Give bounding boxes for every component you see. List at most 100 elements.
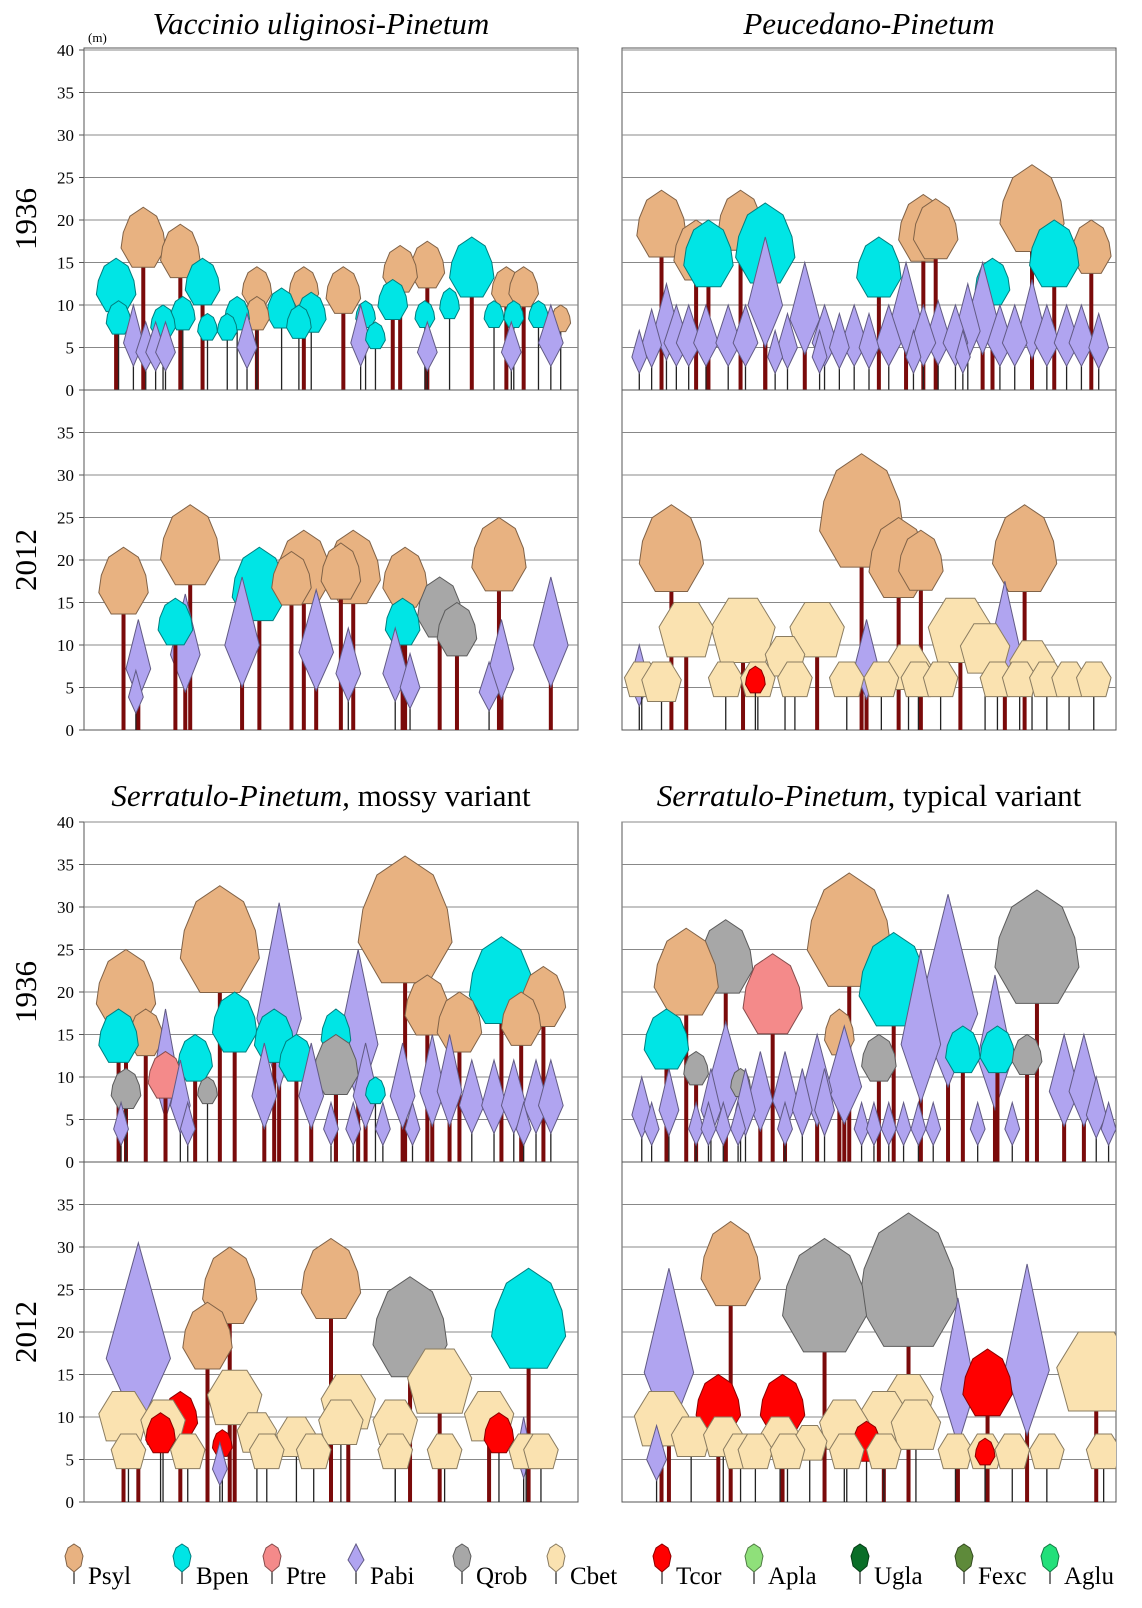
tree-psyl — [271, 550, 312, 730]
crown — [1056, 1331, 1116, 1412]
tree-pabi — [481, 1058, 507, 1162]
crown — [155, 320, 176, 373]
subpanel-1936 — [621, 47, 1117, 391]
y-tick-label: 0 — [66, 1153, 75, 1172]
panel-title-italic: Vaccinio uliginosi-Pinetum — [153, 6, 490, 41]
crown — [295, 1433, 332, 1470]
crown — [211, 991, 258, 1053]
tree-pabi — [969, 1100, 986, 1162]
y-tick-label: 25 — [57, 169, 74, 188]
y-tick-label: 0 — [66, 721, 75, 740]
row-year-label: 2012 — [8, 1301, 43, 1363]
tree-pabi — [791, 1068, 813, 1162]
crown — [994, 889, 1080, 1004]
tree-pabi — [374, 1100, 391, 1162]
tree-psyl — [98, 546, 149, 730]
y-tick-label: 20 — [57, 551, 74, 570]
legend-label: Ptre — [286, 1563, 326, 1590]
crown — [1001, 661, 1038, 698]
panel-title-plain: typical variant — [895, 778, 1081, 813]
legend-item-aglu: Aglu — [1040, 1543, 1115, 1590]
trees — [98, 1237, 567, 1502]
crown — [782, 1237, 868, 1353]
crown — [483, 1412, 515, 1454]
crown — [399, 651, 421, 710]
crown — [962, 1348, 1013, 1417]
tree-pabi — [905, 328, 922, 390]
tree-pabi — [335, 626, 362, 730]
crown — [646, 1423, 667, 1482]
tree-pabi — [298, 1042, 325, 1162]
tree-bpen — [105, 300, 132, 390]
tree-pabi — [416, 320, 438, 390]
panel-title: Peucedano-Pinetum — [742, 6, 994, 41]
tree-pabi — [641, 307, 663, 390]
crown — [826, 1024, 863, 1126]
tree-bpen — [286, 304, 312, 390]
tree-pabi — [500, 320, 522, 390]
tree-pabi — [1004, 1263, 1050, 1502]
crown — [98, 1008, 139, 1063]
crown — [767, 328, 784, 375]
tree-qrob — [782, 1237, 868, 1502]
crown — [641, 307, 663, 369]
tree-pabi — [323, 1100, 339, 1162]
crown — [1068, 303, 1095, 368]
legend-crown — [546, 1543, 566, 1573]
legend-label: Psyl — [88, 1563, 131, 1590]
tree-pabi — [675, 303, 702, 390]
subpanel-1936: 0 5 10 15 20 25 30 35 40 1936 (m) — [8, 30, 579, 400]
crown — [523, 1433, 559, 1470]
tree-psyl — [991, 504, 1058, 730]
crown — [197, 312, 218, 341]
legend-label: Ugla — [874, 1563, 923, 1590]
tree-bpen — [439, 287, 460, 390]
legend-item-apla: Apla — [744, 1543, 817, 1590]
legend-tcor-icon — [652, 1543, 672, 1584]
tree-pabi — [730, 1100, 747, 1162]
crown — [991, 504, 1058, 592]
trees — [631, 872, 1116, 1162]
legend-ptre-icon — [262, 1543, 282, 1584]
tree-qrob — [1011, 1033, 1043, 1162]
legend-crown — [452, 1543, 472, 1573]
crown — [145, 1412, 176, 1454]
crown — [1088, 311, 1110, 370]
legend-item-qrob: Qrob — [452, 1543, 527, 1590]
crown — [1011, 1033, 1043, 1076]
tree-pabi — [533, 576, 569, 730]
crown — [300, 1237, 362, 1320]
tree-cbet — [110, 1433, 147, 1502]
tree-ptre — [742, 953, 803, 1162]
tree-pabi — [537, 1058, 564, 1162]
tree-pabi — [954, 328, 971, 390]
tree-qrob — [436, 601, 478, 730]
crown — [777, 1100, 793, 1147]
crown — [98, 546, 149, 615]
crown — [858, 311, 880, 370]
crown — [236, 311, 258, 370]
crown — [372, 1399, 418, 1445]
crown — [730, 1100, 747, 1147]
row-year-label: 1936 — [8, 188, 43, 250]
tree-cbet — [169, 1433, 206, 1502]
panel-serratulo-mossy: Serratulo-Pinetum, mossy variant 0 5 10 15 20… — [8, 778, 579, 1512]
crown — [105, 300, 132, 335]
tree-pabi — [458, 1058, 485, 1162]
crown — [533, 576, 569, 689]
crown — [905, 328, 922, 375]
crown — [286, 304, 312, 339]
tree-pabi — [1085, 1075, 1107, 1162]
crown — [110, 1433, 147, 1470]
crown — [320, 542, 362, 600]
crown — [202, 1246, 258, 1324]
tree-pabi — [858, 311, 880, 390]
crown — [643, 1008, 690, 1070]
legend-aglu-icon — [1040, 1543, 1060, 1584]
crown — [298, 1042, 325, 1131]
crown — [683, 1050, 709, 1086]
tree-psyl — [320, 542, 362, 730]
tree-pabi — [1100, 1100, 1116, 1162]
panel-title: Serratulo-Pinetum, mossy variant — [111, 778, 531, 813]
tree-cbet — [769, 1433, 806, 1502]
